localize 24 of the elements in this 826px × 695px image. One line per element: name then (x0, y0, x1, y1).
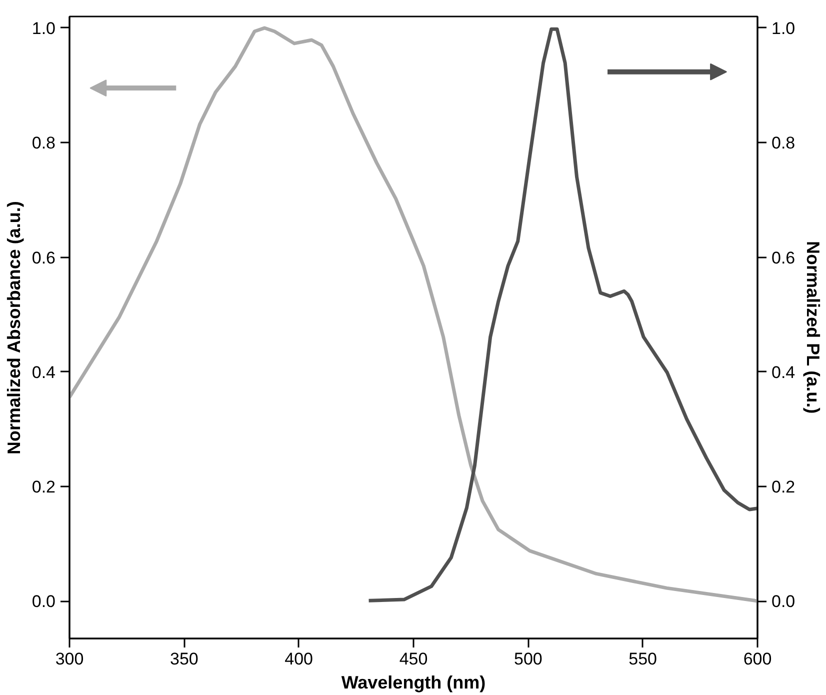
x-tick-label: 400 (284, 650, 314, 668)
y2-tick-label: 0.8 (772, 134, 796, 153)
y2-axis-title: Normalized PL (a.u.) (803, 240, 824, 414)
x-tick-label: 450 (399, 650, 428, 668)
y-tick-label: 0.2 (32, 478, 56, 497)
x-tick-label: 350 (170, 650, 198, 668)
y-axis-title: Normalized Absorbance (a.u.) (4, 201, 24, 455)
y2-tick-label: 0.0 (772, 592, 796, 612)
x-tick-label: 600 (743, 650, 772, 668)
y-tick-label: 0.0 (32, 592, 56, 612)
y2-tick-label: 1.0 (772, 18, 796, 38)
x-axis-title: Wavelength (nm) (341, 672, 486, 692)
y-tick-label: 0.6 (32, 248, 56, 268)
x-tick-label: 300 (55, 650, 84, 668)
y2-tick-label: 0.2 (772, 478, 796, 497)
y-tick-label: 0.4 (32, 362, 56, 382)
line-series (70, 26, 758, 603)
y2-tick-label: 0.6 (772, 248, 796, 268)
x-tick-label: 500 (514, 650, 542, 668)
x-tick-label: 550 (628, 650, 658, 668)
y-tick-label: 0.8 (32, 134, 56, 153)
y2-tick-label: 0.4 (772, 362, 796, 382)
line-series (367, 27, 758, 602)
y-tick-label: 1.0 (32, 18, 56, 38)
